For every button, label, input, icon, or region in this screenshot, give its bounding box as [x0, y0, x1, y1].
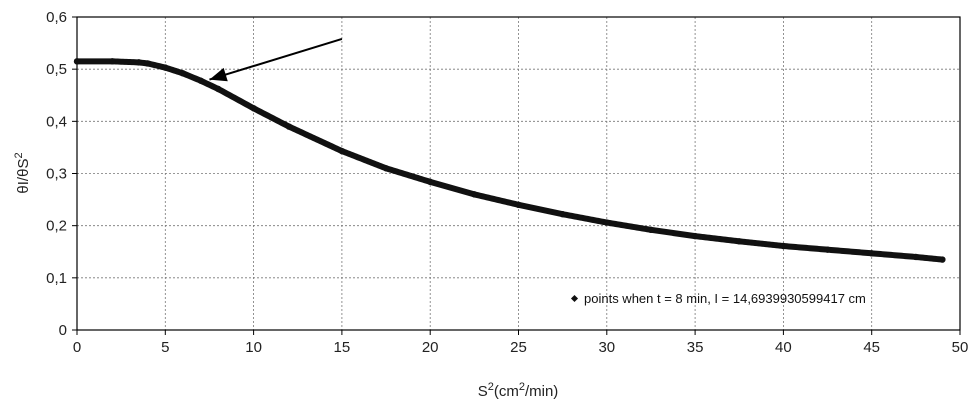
axis-ticks: 0 5 10 15 20 25 30 35 40 45 50 0 0,1 0,2 0,3 0,4 0,5 0,6 [46, 9, 968, 356]
data-point [382, 165, 390, 172]
data-point [215, 85, 222, 93]
data-point [515, 201, 522, 208]
data-point [135, 59, 143, 66]
annotation-arrow-shaft [209, 37, 343, 81]
x-tick-label: 40 [775, 339, 792, 356]
x-tick-label: 50 [952, 339, 969, 356]
data-point [939, 256, 946, 263]
data-point [559, 210, 566, 218]
data-point [144, 60, 151, 67]
x-tick-label: 45 [863, 339, 880, 356]
y-tick-label: 0,3 [46, 166, 67, 183]
y-tick-label: 0,5 [46, 61, 67, 78]
annotations [209, 37, 343, 82]
x-tick-label: 30 [598, 339, 615, 356]
x-tick-label: 10 [245, 339, 262, 356]
data-point [427, 178, 434, 186]
y-tick-label: 0,4 [46, 113, 67, 130]
y-axis-title: θI/θS2 [13, 152, 32, 193]
y-tick-label: 0 [59, 322, 67, 339]
y-tick-label: 0,6 [46, 9, 67, 26]
grid [77, 17, 960, 330]
series [73, 58, 946, 263]
y-tick-label: 0,2 [46, 218, 67, 235]
x-tick-label: 15 [334, 339, 351, 356]
legend-marker [570, 294, 579, 303]
data-point [868, 250, 875, 257]
data-point [736, 238, 743, 245]
data-point [197, 77, 204, 84]
data-point [338, 147, 346, 155]
legend: points when t = 8 min, I = 14,6939930599… [570, 291, 866, 306]
x-tick-label: 20 [422, 339, 439, 356]
data-point [179, 70, 187, 77]
data-point [603, 219, 610, 226]
y-tick-label: 0,1 [46, 270, 67, 287]
data-point [73, 58, 81, 65]
data-point [250, 105, 257, 112]
series-line [74, 58, 946, 263]
legend-label: points when t = 8 min, I = 14,6939930599… [584, 291, 866, 306]
annotation-arrow-head [209, 67, 228, 82]
x-tick-label: 35 [687, 339, 704, 356]
x-tick-label: 25 [510, 339, 527, 356]
data-point [824, 246, 831, 253]
data-point [780, 242, 787, 250]
data-point [691, 232, 699, 240]
data-point [471, 191, 478, 198]
data-point [162, 64, 169, 71]
x-tick-label: 0 [73, 339, 81, 356]
data-point [647, 226, 655, 234]
data-point [109, 58, 116, 65]
x-axis-title: S2(cm2/min) [478, 381, 559, 400]
x-tick-label: 5 [161, 339, 169, 356]
data-point [285, 123, 293, 130]
data-point [912, 253, 920, 261]
